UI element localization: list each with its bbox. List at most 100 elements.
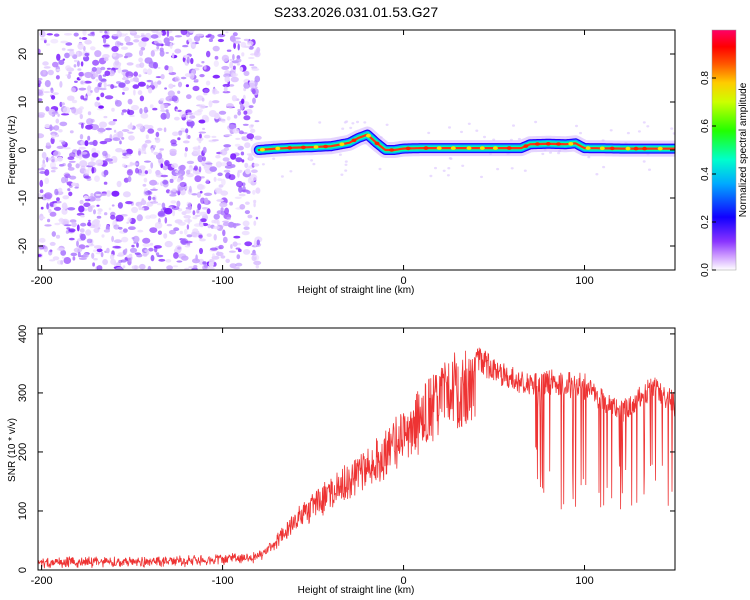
noise-blob xyxy=(186,234,193,238)
noise-blob xyxy=(83,169,90,175)
noise-blob xyxy=(79,228,85,233)
noise-blob xyxy=(40,206,44,210)
noise-blob xyxy=(198,138,202,144)
noise-blob xyxy=(138,150,141,156)
noise-blob xyxy=(126,255,132,258)
noise-blob xyxy=(139,95,145,102)
noise-blob xyxy=(79,37,82,40)
noise-blob xyxy=(125,33,128,36)
track-hotspot xyxy=(374,141,380,146)
track-hotspot xyxy=(423,146,429,150)
noise-blob xyxy=(190,122,194,129)
noise-blob xyxy=(115,148,123,153)
noise-blob xyxy=(208,100,213,108)
x-tick-label: 100 xyxy=(575,275,593,287)
noise-blob xyxy=(246,133,255,140)
noise-blob xyxy=(137,81,146,87)
noise-blob xyxy=(144,139,152,144)
noise-blob xyxy=(188,266,195,269)
noise-blob xyxy=(110,155,118,163)
track-hotspot xyxy=(339,142,345,146)
track-hotspot xyxy=(313,145,319,149)
noise-blob xyxy=(233,266,240,270)
noise-blob xyxy=(91,152,99,158)
noise-blob xyxy=(232,128,240,134)
noise-blob xyxy=(180,30,188,36)
noise-blob xyxy=(169,37,174,41)
noise-blob xyxy=(205,35,211,38)
noise-blob xyxy=(192,258,200,264)
noise-blob xyxy=(172,84,176,87)
noise-blob xyxy=(124,35,131,43)
track-hotspot xyxy=(609,146,615,151)
noise-blob xyxy=(87,33,96,37)
noise-dot xyxy=(344,163,348,166)
noise-blob xyxy=(218,110,227,115)
noise-blob xyxy=(146,68,153,75)
noise-blob xyxy=(204,197,209,205)
noise-blob xyxy=(232,32,238,37)
noise-blob xyxy=(238,193,246,197)
noise-blob xyxy=(59,81,63,88)
noise-blob xyxy=(68,237,75,241)
track-hotspot xyxy=(657,146,663,151)
noise-blob xyxy=(42,159,45,165)
noise-blob xyxy=(216,199,224,202)
noise-blob xyxy=(96,96,100,101)
noise-blob xyxy=(127,131,134,134)
noise-blob xyxy=(45,142,51,146)
noise-blob xyxy=(76,240,79,247)
noise-blob xyxy=(243,38,249,42)
noise-blob xyxy=(181,238,187,245)
noise-blob xyxy=(253,199,257,204)
noise-blob xyxy=(141,198,145,202)
noise-blob xyxy=(105,127,112,131)
noise-blob xyxy=(235,137,241,140)
noise-blob xyxy=(179,181,187,188)
noise-blob xyxy=(124,248,128,253)
noise-blob xyxy=(155,252,160,256)
noise-blob xyxy=(188,202,192,206)
noise-blob xyxy=(73,64,77,68)
noise-blob xyxy=(90,46,96,51)
noise-blob xyxy=(38,254,42,257)
noise-blob xyxy=(60,249,67,256)
noise-blob xyxy=(103,169,109,176)
noise-blob xyxy=(193,147,199,155)
noise-blob xyxy=(205,179,210,184)
noise-blob xyxy=(116,254,124,257)
noise-blob xyxy=(103,229,111,233)
noise-dot xyxy=(496,167,500,171)
noise-blob xyxy=(202,127,206,130)
noise-blob xyxy=(198,166,202,173)
noise-blob xyxy=(194,175,202,183)
noise-blob xyxy=(228,174,236,181)
noise-blob xyxy=(205,80,211,86)
noise-blob xyxy=(159,148,164,151)
noise-blob xyxy=(200,218,207,223)
colorbar-frame xyxy=(711,29,737,271)
noise-blob xyxy=(95,78,99,82)
noise-blob xyxy=(103,115,108,119)
noise-blob xyxy=(254,120,260,123)
noise-blob xyxy=(204,264,208,268)
noise-blob xyxy=(51,166,58,170)
noise-blob xyxy=(71,221,77,228)
noise-blob xyxy=(116,180,122,188)
colorbar-tick-label: 0.2 xyxy=(700,215,711,229)
noise-blob xyxy=(147,128,155,134)
noise-blob xyxy=(51,95,56,100)
noise-blob xyxy=(166,30,170,37)
noise-blob xyxy=(251,67,260,71)
noise-blob xyxy=(200,160,207,166)
noise-blob xyxy=(98,105,104,109)
x-tick-label: 100 xyxy=(575,575,593,587)
noise-blob xyxy=(76,51,79,57)
noise-blob xyxy=(165,111,171,119)
noise-dot xyxy=(378,167,382,171)
noise-blob xyxy=(230,153,237,160)
noise-blob xyxy=(221,178,226,186)
noise-blob xyxy=(142,183,147,187)
noise-blob xyxy=(151,30,159,34)
noise-blob xyxy=(82,30,87,36)
